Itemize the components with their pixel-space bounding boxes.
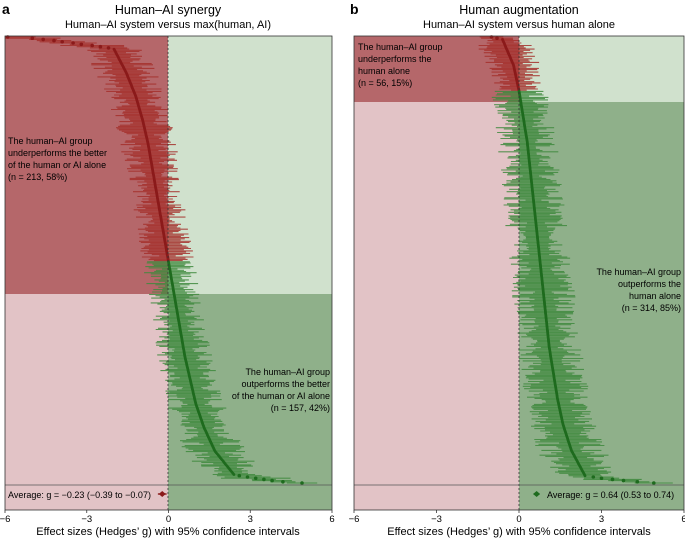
effect-point: [591, 475, 596, 479]
panel-a-annotation-negative: The human–AI group underperforms the bet…: [8, 136, 107, 182]
panel-a-letter: a: [2, 1, 10, 17]
effect-point: [237, 473, 242, 478]
panel-a-x-ticks: −6 −3 0 3 6: [0, 510, 335, 525]
panel-b-positive-zone-upper: [519, 36, 684, 102]
panel-b-ann-pos-line3: human alone: [629, 291, 681, 301]
effect-point: [98, 44, 103, 49]
panel-a-ann-pos-line3: of the human or AI alone: [232, 391, 330, 401]
effect-point: [253, 476, 258, 481]
panel-b-ann-neg-line2: underperforms the: [358, 54, 432, 64]
panel-b-marks: [478, 35, 673, 485]
panel-a-average-label: Average: g = −0.23 (−0.39 to −0.07): [8, 490, 151, 500]
effect-point: [60, 40, 64, 44]
average-diamond: [533, 491, 541, 497]
x-tick-label: 6: [329, 514, 334, 525]
panel-a-title: Human–AI synergy: [115, 3, 222, 17]
panel-a-ann-pos-line1: The human–AI group: [245, 367, 330, 377]
panel-b-letter: b: [350, 1, 359, 17]
panel-b-subtitle: Human–AI system versus human alone: [423, 19, 615, 31]
panel-a-annotation-positive: The human–AI group outperforms the bette…: [232, 367, 330, 413]
x-tick-label: 3: [599, 514, 604, 525]
panel-b-annotation-negative: The human–AI group underperforms the hum…: [358, 42, 443, 88]
panel-a-negative-zone-lower: [5, 294, 168, 510]
x-tick-label: −3: [431, 514, 442, 525]
effect-point: [583, 474, 587, 478]
effect-point: [79, 42, 84, 47]
effect-point: [635, 480, 640, 484]
x-tick-label: 0: [166, 514, 171, 525]
effect-point: [599, 476, 604, 481]
panel-a-ann-neg-line1: The human–AI group: [8, 136, 93, 146]
x-tick-label: 0: [516, 514, 521, 525]
panel-a-ann-neg-line3: of the human or AI alone: [8, 160, 106, 170]
effect-point: [71, 41, 75, 45]
effect-point: [232, 473, 236, 476]
panel-a: a Human–AI synergy Human–AI system versu…: [0, 1, 335, 538]
panel-a-marks: [5, 35, 318, 485]
effect-point: [281, 480, 285, 484]
panel-b-ann-pos-line2: outperforms the: [618, 279, 681, 289]
effect-point: [106, 46, 111, 50]
panel-b-annotation-positive: The human–AI group outperforms the human…: [596, 267, 681, 313]
x-tick-label: −6: [0, 514, 10, 525]
effect-point: [90, 43, 94, 48]
panel-a-subtitle: Human–AI system versus max(human, AI): [65, 19, 271, 31]
x-tick-label: −6: [349, 514, 360, 525]
effect-point: [270, 478, 274, 483]
effect-point: [41, 37, 45, 42]
panel-b: b Human augmentation Human–AI system ver…: [349, 1, 685, 538]
panel-b-ann-neg-line3: human alone: [358, 66, 410, 76]
effect-point: [621, 478, 626, 483]
effect-point: [610, 477, 615, 482]
panel-b-ann-pos-line1: The human–AI group: [596, 267, 681, 277]
panel-b-average-label: Average: g = 0.64 (0.53 to 0.74): [547, 490, 674, 500]
effect-point: [300, 481, 304, 485]
panel-a-positive-zone-upper: [168, 36, 332, 294]
panel-b-x-ticks: −6 −3 0 3 6: [349, 510, 685, 525]
x-tick-label: 3: [248, 514, 253, 525]
panel-a-ann-pos-line2: outperforms the better: [241, 379, 330, 389]
effect-point: [262, 477, 266, 482]
panel-b-ann-neg-line4: (n = 56, 15%): [358, 78, 412, 88]
panel-b-ann-pos-line4: (n = 314, 85%): [622, 303, 681, 313]
panel-a-ann-pos-line4: (n = 157, 42%): [271, 403, 330, 413]
panel-b-ann-neg-line1: The human–AI group: [358, 42, 443, 52]
panel-a-average-marker: [157, 491, 167, 497]
effect-point: [245, 475, 250, 479]
effect-point: [495, 36, 499, 40]
panel-b-negative-zone-lower: [354, 102, 519, 510]
panel-b-average-marker: [533, 491, 541, 497]
panel-b-title: Human augmentation: [459, 3, 579, 17]
panel-a-x-axis-label: Effect sizes (Hedges’ g) with 95% confid…: [36, 526, 300, 538]
x-tick-label: 6: [681, 514, 685, 525]
panel-a-ann-neg-line2: underperforms the better: [8, 148, 107, 158]
effect-point: [52, 38, 56, 43]
effect-point: [652, 481, 656, 485]
effect-point: [30, 36, 35, 40]
panel-a-ann-neg-line4: (n = 213, 58%): [8, 172, 67, 182]
x-tick-label: −3: [81, 514, 92, 525]
panel-b-x-axis-label: Effect sizes (Hedges’ g) with 95% confid…: [387, 526, 651, 538]
average-diamond: [158, 491, 166, 497]
